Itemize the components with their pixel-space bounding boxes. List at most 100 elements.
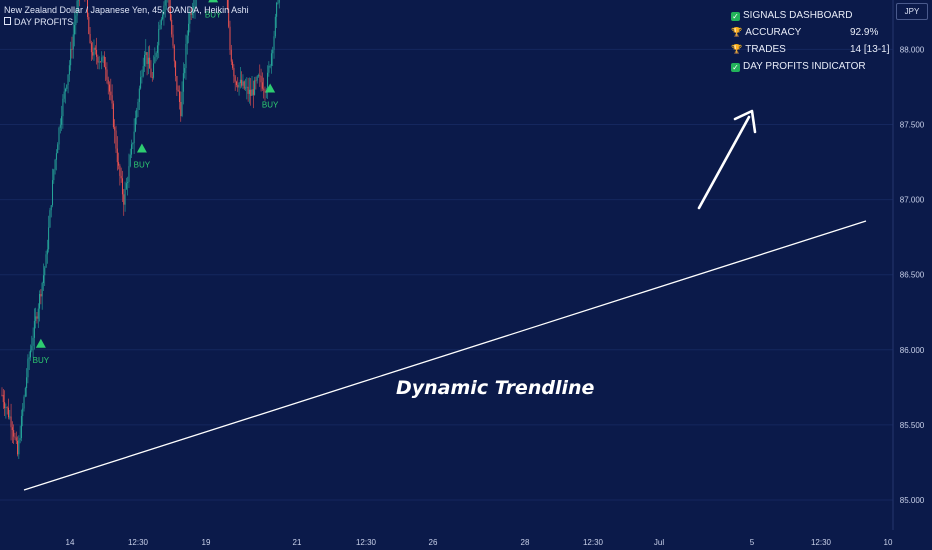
candle bbox=[19, 425, 21, 444]
candle bbox=[188, 13, 190, 44]
candle bbox=[155, 51, 157, 62]
candle bbox=[254, 76, 256, 96]
candle bbox=[243, 80, 245, 91]
candle bbox=[137, 98, 139, 118]
candle bbox=[29, 344, 31, 361]
x-tick-label: 12:30 bbox=[128, 538, 149, 547]
candle bbox=[93, 39, 95, 61]
candle bbox=[45, 250, 47, 268]
candle bbox=[146, 52, 148, 76]
candle bbox=[232, 59, 234, 70]
indicator-name[interactable]: DAY PROFITS bbox=[4, 17, 73, 27]
dashboard-label: DAY PROFITS INDICATOR bbox=[743, 61, 866, 72]
candle bbox=[10, 403, 12, 441]
candle bbox=[77, 0, 79, 12]
candle bbox=[53, 168, 55, 184]
candle bbox=[237, 77, 239, 92]
candle bbox=[74, 11, 76, 47]
candle bbox=[17, 436, 19, 457]
candle bbox=[63, 82, 65, 103]
candle bbox=[7, 398, 9, 420]
dashboard-label: SIGNALS DASHBOARD bbox=[743, 10, 853, 21]
x-tick-label: Jul bbox=[654, 538, 664, 547]
candle bbox=[238, 81, 240, 96]
y-tick-label: 87.500 bbox=[900, 121, 925, 130]
candle bbox=[141, 69, 143, 84]
buy-arrow-icon bbox=[35, 338, 46, 348]
candle bbox=[131, 139, 133, 158]
check-icon: ✓ bbox=[731, 63, 740, 72]
candle bbox=[269, 64, 271, 69]
x-tick-label: 12:30 bbox=[811, 538, 832, 547]
candle bbox=[22, 403, 24, 427]
candle bbox=[112, 100, 114, 129]
candle bbox=[102, 55, 104, 63]
candle bbox=[68, 60, 70, 82]
buy-signals: BUY BUY BUY BUY bbox=[33, 0, 279, 365]
x-tick-label: 12:30 bbox=[356, 538, 377, 547]
candle bbox=[264, 86, 266, 101]
candle bbox=[97, 54, 99, 70]
dashboard-label: TRADES bbox=[745, 44, 786, 55]
candle bbox=[193, 0, 195, 19]
y-tick-label: 88.000 bbox=[900, 45, 925, 54]
candle bbox=[134, 110, 136, 133]
candle bbox=[166, 0, 167, 10]
candle bbox=[256, 74, 258, 84]
candle bbox=[154, 47, 156, 64]
candle bbox=[123, 189, 125, 216]
buy-signal: BUY bbox=[33, 338, 50, 365]
time-axis[interactable]: 14 12:30 19 21 12:30 26 28 12:30 Jul 5 12:30 10 bbox=[66, 538, 893, 547]
candle bbox=[173, 44, 175, 68]
candle bbox=[94, 45, 96, 55]
buy-label: BUY bbox=[262, 100, 279, 109]
candle bbox=[70, 41, 72, 71]
candle bbox=[177, 85, 179, 92]
candle bbox=[37, 303, 39, 328]
candle bbox=[129, 148, 131, 168]
trendline-label: Dynamic Trendline bbox=[396, 377, 595, 399]
price-axis[interactable]: 85.000 85.500 86.000 86.500 87.000 87.500 88.0… bbox=[900, 0, 925, 505]
candle bbox=[191, 2, 193, 19]
candle bbox=[234, 75, 236, 91]
candle bbox=[64, 87, 66, 104]
candle bbox=[14, 432, 16, 440]
candle bbox=[98, 56, 100, 70]
candle bbox=[124, 181, 126, 212]
candle bbox=[62, 94, 64, 129]
dashboard-row-day-profits: ✓ DAY PROFITS INDICATOR bbox=[731, 61, 866, 72]
candle bbox=[18, 435, 20, 460]
candle bbox=[194, 0, 196, 19]
dynamic-trendline[interactable] bbox=[23, 220, 867, 491]
candle bbox=[251, 75, 253, 96]
currency-button[interactable]: JPY bbox=[896, 3, 928, 20]
candle bbox=[116, 136, 118, 171]
buy-label: BUY bbox=[134, 161, 151, 170]
candle bbox=[132, 142, 134, 150]
candle bbox=[101, 51, 103, 70]
candle bbox=[265, 87, 267, 99]
candle bbox=[257, 73, 259, 78]
y-tick-label: 86.000 bbox=[900, 346, 925, 355]
candle bbox=[5, 403, 7, 419]
chart-title: New Zealand Dollar / Japanese Yen, 45, O… bbox=[4, 5, 249, 15]
candle bbox=[26, 368, 28, 397]
buy-signal: BUY bbox=[134, 143, 151, 170]
x-tick-label: 19 bbox=[202, 538, 211, 547]
candle bbox=[40, 289, 42, 305]
indicator-box-icon bbox=[4, 17, 11, 25]
x-tick-label: 26 bbox=[429, 538, 438, 547]
candle bbox=[263, 77, 265, 99]
x-tick-label: 28 bbox=[521, 538, 530, 547]
candle bbox=[125, 177, 127, 190]
candle bbox=[72, 22, 74, 59]
buy-label: BUY bbox=[205, 10, 222, 19]
up-arrow-icon bbox=[697, 109, 757, 210]
candle bbox=[111, 84, 113, 110]
buy-arrow-icon bbox=[265, 83, 276, 93]
candle bbox=[171, 14, 173, 38]
candle bbox=[24, 386, 26, 398]
x-tick-label: 10 bbox=[884, 538, 893, 547]
candle bbox=[147, 46, 149, 75]
